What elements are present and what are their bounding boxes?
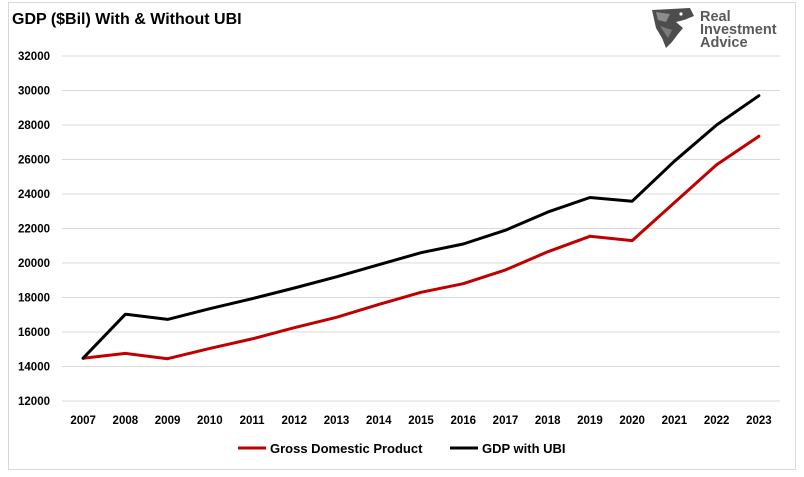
- data-point: [335, 276, 338, 278]
- chart-frame: [8, 2, 796, 470]
- data-point: [166, 357, 169, 360]
- x-tick-label: 2021: [662, 415, 688, 427]
- logo-line-3: Advice: [700, 35, 748, 51]
- data-point: [504, 229, 507, 232]
- data-point: [335, 316, 338, 319]
- x-tick-label: 2009: [155, 415, 181, 427]
- x-tick-label: 2010: [197, 415, 223, 427]
- y-tick-label: 16000: [18, 327, 50, 339]
- y-tick-label: 12000: [18, 396, 50, 408]
- y-tick-label: 24000: [18, 189, 50, 201]
- y-tick-label: 18000: [18, 293, 50, 305]
- x-tick-label: 2017: [493, 415, 519, 427]
- series-line-gdp-ubi: [81, 94, 761, 360]
- brand-logo: Real Investment Advice: [652, 8, 777, 51]
- gridlines: [62, 55, 780, 402]
- series-lines: [81, 94, 761, 361]
- y-axis-ticks: 12000 14000 16000 18000 20000 22000 24000 26000…: [18, 51, 50, 408]
- y-tick-label: 22000: [18, 224, 50, 236]
- x-tick-label: 2022: [704, 415, 730, 427]
- data-point: [82, 357, 84, 360]
- x-tick-label: 2011: [240, 415, 266, 427]
- data-point: [251, 297, 253, 300]
- x-tick-label: 2008: [113, 415, 139, 427]
- x-tick-label: 2015: [408, 415, 434, 427]
- data-point: [166, 318, 169, 321]
- data-point: [589, 235, 591, 238]
- logo-line-1: Real: [700, 9, 731, 25]
- data-point: [631, 200, 633, 203]
- data-point: [124, 352, 127, 355]
- data-point: [546, 211, 549, 213]
- data-point: [631, 239, 633, 242]
- data-point: [715, 124, 718, 126]
- data-point: [673, 201, 676, 204]
- data-point: [546, 250, 549, 253]
- data-point: [209, 347, 211, 350]
- data-point: [209, 307, 211, 310]
- x-tick-label: 2019: [577, 415, 603, 427]
- data-point: [462, 243, 465, 245]
- y-tick-label: 20000: [18, 258, 50, 270]
- data-point: [420, 291, 422, 294]
- data-point: [462, 282, 465, 285]
- x-tick-label: 2007: [70, 415, 96, 427]
- x-tick-label: 2018: [535, 415, 561, 427]
- data-point: [251, 338, 253, 340]
- data-point: [504, 269, 507, 271]
- data-point: [377, 303, 380, 306]
- y-tick-label: 26000: [18, 155, 50, 167]
- x-axis-ticks: 2007 2008 2009 2010 2011 2012 2013 2014 2015 2016…: [70, 415, 771, 427]
- series-line-gdp: [81, 134, 761, 361]
- data-point: [377, 263, 380, 266]
- y-tick-label: 32000: [18, 51, 50, 63]
- data-point: [758, 135, 760, 138]
- y-tick-label: 30000: [18, 86, 50, 98]
- data-point: [589, 196, 591, 199]
- legend-label-gdp-ubi: GDP with UBI: [482, 441, 566, 456]
- data-point: [758, 94, 760, 97]
- x-tick-label: 2012: [281, 415, 307, 427]
- legend: Gross Domestic Product GDP with UBI: [238, 441, 566, 456]
- y-tick-label: 28000: [18, 120, 50, 132]
- y-tick-label: 14000: [18, 362, 50, 374]
- logo-line-2: Investment: [700, 22, 777, 38]
- x-tick-label: 2016: [450, 415, 476, 427]
- data-point: [293, 326, 296, 329]
- data-point: [420, 251, 422, 254]
- x-tick-label: 2014: [366, 415, 392, 427]
- data-point: [293, 287, 296, 289]
- data-point: [715, 163, 718, 166]
- x-tick-label: 2020: [619, 415, 645, 427]
- legend-label-gdp: Gross Domestic Product: [270, 441, 423, 456]
- chart-title: GDP ($Bil) With & Without UBI: [12, 11, 242, 28]
- data-point: [673, 160, 676, 163]
- eagle-head-icon: [652, 8, 694, 48]
- x-tick-label: 2023: [746, 415, 772, 427]
- data-point: [124, 313, 127, 316]
- x-tick-label: 2013: [324, 415, 350, 427]
